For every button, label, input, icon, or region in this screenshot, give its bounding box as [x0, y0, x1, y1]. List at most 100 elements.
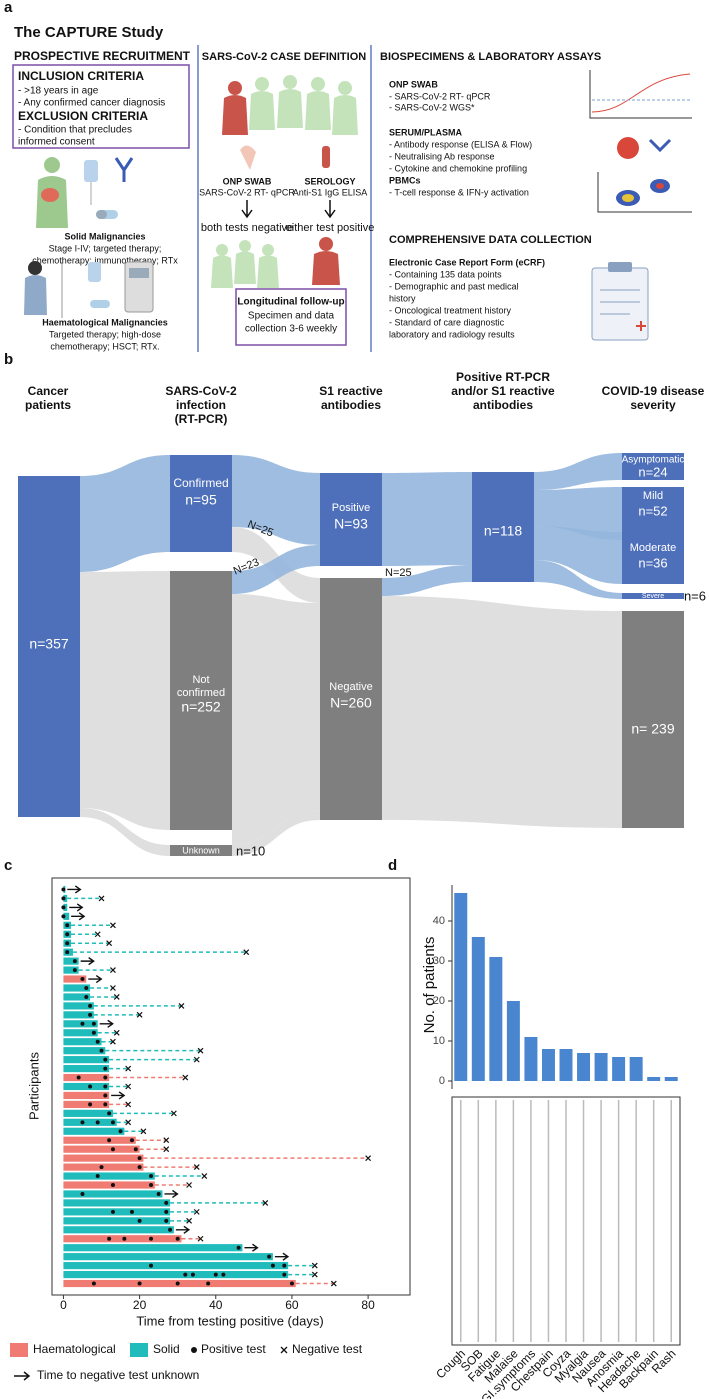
- shape: [591, 262, 649, 341]
- positive-test: [137, 1165, 142, 1170]
- unknown-arrow: [175, 1225, 191, 1234]
- negative-test: [197, 1235, 204, 1242]
- negative-test: [182, 1074, 189, 1081]
- label: BIOSPECIMENS & LABORATORY ASSAYS: [380, 51, 601, 63]
- positive-test: [221, 1272, 226, 1277]
- shape: [608, 262, 632, 272]
- label: history: [389, 293, 416, 303]
- positive-test: [213, 1272, 218, 1277]
- y-tick-label: 30: [433, 955, 445, 967]
- positive-test: [149, 1174, 154, 1179]
- label: SERUM/PLASMA: [389, 127, 463, 137]
- negative-test: [193, 1208, 200, 1215]
- shape: [44, 157, 60, 173]
- bar: [63, 1011, 94, 1019]
- positive-test: [65, 941, 70, 946]
- negative-test: [197, 1047, 204, 1054]
- shape: [451, 1096, 681, 1346]
- label: Confirmed: [173, 476, 228, 490]
- shape: [338, 81, 352, 95]
- negative-test: [330, 1280, 337, 1287]
- shape: [617, 137, 639, 159]
- shape: [24, 261, 154, 318]
- negative-test: [170, 1110, 177, 1117]
- shape: [656, 183, 664, 189]
- label: Longitudinal follow-up: [237, 297, 344, 308]
- positive-test: [80, 1191, 85, 1196]
- positive-test: [133, 1147, 138, 1152]
- positive-test: [80, 1120, 85, 1125]
- positive-test: [289, 1281, 294, 1286]
- y-tick-label: 10: [433, 1035, 445, 1047]
- negative-test: [94, 931, 101, 938]
- shape: [622, 453, 684, 480]
- shape: [41, 188, 59, 202]
- negative-test: [311, 1271, 318, 1278]
- label: Moderate: [630, 542, 676, 554]
- positive-test: [88, 1003, 93, 1008]
- positive-test: [107, 1236, 112, 1241]
- positive-test: [80, 1021, 85, 1026]
- negative-test: [113, 1029, 120, 1036]
- label: n=6: [684, 588, 706, 603]
- label: - SARS-CoV-2 RT- qPCR: [389, 91, 491, 101]
- label: S1 reactive: [319, 384, 383, 398]
- positive-test: [84, 985, 89, 990]
- bar: [63, 1270, 289, 1279]
- bar: [63, 1002, 94, 1010]
- shape: [277, 89, 303, 128]
- bar: [629, 1057, 643, 1081]
- label: ONP SWAB: [389, 79, 438, 89]
- bar: [63, 966, 79, 974]
- label: infection: [176, 398, 226, 412]
- flow: [382, 565, 472, 596]
- label: n=252: [181, 699, 221, 715]
- positive-test: [76, 1075, 81, 1080]
- positive-test: [103, 1084, 108, 1089]
- label: confirmed: [177, 687, 225, 699]
- flow: [382, 596, 622, 828]
- shape: [84, 160, 98, 182]
- label: No. of patients: [421, 937, 438, 1034]
- unknown-arrow: [244, 1243, 259, 1252]
- unknown-arrow: [80, 957, 95, 966]
- shape: [170, 455, 232, 552]
- label: - Condition that precludes: [18, 125, 132, 136]
- shape: [622, 487, 684, 540]
- shape: [129, 268, 149, 278]
- bar: [63, 993, 91, 1001]
- shape: [622, 194, 634, 202]
- positive-test: [61, 887, 66, 892]
- label: b: [4, 351, 13, 368]
- negative-test: [98, 895, 105, 902]
- positive-test: [175, 1281, 180, 1286]
- unknown-arrow: [274, 1252, 290, 1261]
- bar: [63, 1109, 113, 1117]
- shape: [600, 289, 640, 315]
- positive-test: [206, 1281, 211, 1286]
- bar: [63, 1038, 102, 1046]
- label: c: [4, 857, 12, 874]
- shape: [80, 453, 622, 856]
- shape: [589, 70, 692, 119]
- negative-test: [178, 1002, 185, 1009]
- label: Participants: [26, 1052, 41, 1120]
- negative-test: [125, 1119, 132, 1126]
- label: Specimen and data: [248, 311, 335, 322]
- shape: [24, 275, 47, 315]
- bar: [63, 912, 70, 920]
- flow: [534, 560, 622, 599]
- bar: [63, 1136, 136, 1144]
- positive-test: [99, 1165, 104, 1170]
- flow: [382, 472, 472, 566]
- label: N=93: [334, 516, 368, 532]
- shape: [255, 77, 269, 91]
- shape: [589, 70, 692, 213]
- shape: [322, 146, 330, 168]
- bar: [524, 1037, 538, 1081]
- bar: [63, 1145, 140, 1153]
- label: - Standard of care diagnostic: [389, 317, 505, 327]
- bar: [63, 1154, 144, 1162]
- negative-test: [125, 1101, 132, 1108]
- positive-test: [118, 1129, 123, 1134]
